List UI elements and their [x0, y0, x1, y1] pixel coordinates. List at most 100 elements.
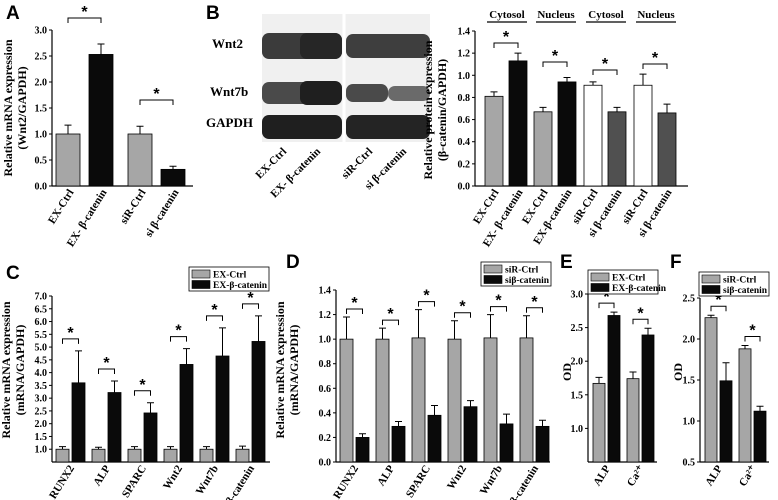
panel-label-a: A — [6, 3, 20, 24]
panel-b-significance-star: * — [552, 48, 559, 65]
panel-b-significance-star: * — [503, 29, 510, 46]
panel-c-bar — [215, 355, 230, 463]
panel-e-bar — [626, 378, 640, 463]
panel-c-error-bar — [59, 446, 66, 450]
panel-d-y-tick-label: 0.0 — [319, 458, 332, 469]
blot-band-gapdh-lane3-4 — [346, 115, 430, 139]
panel-d-significance-bracket — [454, 312, 471, 318]
panel-a-significance-star: * — [81, 4, 88, 21]
panel-c-error-bar — [147, 402, 154, 413]
panel-a-y-tick-label: 0.5 — [35, 156, 48, 167]
panel-c-y-tick-label: 6.5 — [35, 304, 48, 315]
panel-c-y-tick-label: 5.5 — [35, 330, 48, 341]
panel-d-significance-star: * — [351, 295, 358, 312]
panel-f-y-tick-label: 0.5 — [683, 458, 696, 469]
panel-c-category-label: RUNX2 — [47, 463, 77, 500]
panel-b-significance-star: * — [652, 50, 659, 67]
panel-c-legend-swatch — [191, 269, 211, 279]
panel-b-error-bar — [514, 52, 522, 61]
panel-a-category-label: EX-Ctrl — [46, 187, 77, 226]
panel-b-bar — [533, 111, 553, 187]
panel-c-bar — [235, 448, 250, 463]
blot-row-label-wnt2: Wnt2 — [212, 36, 243, 51]
panel-d-error-bar — [523, 315, 530, 338]
blot-band-wnt2-lane3-4 — [346, 34, 430, 58]
panel-f-significance-bracket — [744, 336, 761, 342]
panel-c-chart: C Relative mRNA expression (mRNA/GAPDH) … — [0, 263, 270, 500]
panel-c-significance-bracket — [62, 338, 79, 344]
panel-b-significance-bracket — [642, 63, 668, 69]
panel-b-error-bar — [589, 81, 597, 86]
panel-d-bar — [447, 338, 462, 463]
panel-d-ylabel-line-2: (mRNA/GAPDH) — [287, 325, 301, 416]
panel-c-y-tick-label: 2.0 — [35, 419, 48, 430]
panel-c-y-tick-label: 4.0 — [35, 368, 48, 379]
panel-b-significance-star: * — [602, 56, 609, 73]
panel-b-error-bar — [539, 106, 547, 112]
panel-c-ylabel-line-1: Relative mRNA expression — [0, 301, 13, 438]
panel-a-category-label: si β-catenin — [143, 187, 182, 239]
panel-d-chart: D Relative mRNA expression (mRNA/GAPDH) … — [273, 252, 552, 500]
panel-d-bar — [499, 423, 514, 463]
panel-d-error-bar — [379, 327, 386, 340]
panel-d-error-bar — [359, 433, 366, 438]
panel-d-significance-star: * — [495, 293, 502, 310]
panel-b-chart: Relative protein expression (β-catenin/G… — [421, 9, 688, 249]
panel-d-category-label: ALP — [375, 463, 397, 488]
panel-c-error-bar — [239, 445, 246, 450]
panel-d-legend-label: siβ-catenin — [505, 276, 550, 286]
panel-b-bar — [508, 60, 528, 187]
panel-a-y-tick-label: 2.0 — [35, 78, 48, 89]
blot-row-label-gapdh: GAPDH — [206, 115, 253, 130]
blot-row-label-wnt7b: Wnt7b — [210, 84, 248, 99]
panel-d-y-tick-label: 1.0 — [319, 335, 332, 346]
panel-d-bar — [355, 437, 370, 463]
panel-c-bar — [91, 448, 106, 463]
panel-f-chart: F OD 0.5 1.0 1.5 2.0 2.5 * ALP * Ca²⁺ siR-Ctrlsiβ… — [670, 252, 770, 489]
panel-e-significance-star: * — [637, 305, 644, 322]
panel-c-significance-star: * — [139, 377, 146, 394]
panel-d-error-bar — [539, 419, 546, 427]
panel-c-significance-bracket — [170, 336, 187, 342]
panel-b-y-tick-label: 1.2 — [458, 49, 471, 60]
panel-f-bar — [719, 380, 733, 463]
panel-f-y-tick-label: 1.5 — [683, 376, 696, 387]
panel-c-significance-bracket — [242, 303, 259, 309]
panel-c-y-tick-label: 5.0 — [35, 343, 48, 354]
panel-c-y-tick-label: 7.0 — [35, 292, 48, 303]
panel-a-bar — [127, 133, 153, 187]
panel-b-y-tick-label: 0.8 — [458, 93, 471, 104]
panel-e-y-tick-label: 1.5 — [571, 390, 584, 401]
panel-d-significance-bracket — [346, 308, 363, 315]
panel-a-bar — [160, 168, 186, 187]
panel-f-error-bar — [741, 345, 749, 349]
panel-b-bar — [633, 84, 653, 187]
panel-c-legend-swatch — [191, 280, 211, 289]
panel-f-category-label: ALP — [703, 463, 725, 488]
panel-d-significance-bracket — [382, 319, 399, 326]
panel-d-ylabel-line-1: Relative mRNA expression — [273, 301, 287, 438]
panel-d-category-label: Wnt2 — [445, 463, 469, 492]
panel-b-bar — [583, 84, 603, 187]
panel-d-y-tick-label: 1.2 — [319, 310, 332, 321]
panel-f-bar — [753, 410, 767, 463]
panel-d-y-tick-label: 0.2 — [319, 433, 332, 444]
panel-c-bar — [251, 341, 266, 463]
panel-f-bar — [704, 317, 718, 463]
panel-d-y-tick-label: 0.4 — [319, 408, 332, 419]
panel-d-y-tick-label: 0.6 — [319, 384, 332, 395]
panel-b-significance-bracket — [493, 42, 519, 48]
panel-c-y-tick-label: 1.5 — [35, 432, 48, 443]
panel-c-error-bar — [255, 315, 262, 342]
panel-c-bar — [107, 392, 122, 463]
panel-b-bar — [657, 112, 677, 187]
panel-f-error-bar — [756, 405, 764, 412]
panel-d-error-bar — [467, 400, 474, 407]
blot-band-wnt7b-lane2 — [300, 81, 342, 105]
panel-b-significance-bracket — [542, 61, 568, 67]
panel-b-error-bar — [613, 106, 621, 112]
panel-b-bar — [484, 95, 504, 187]
panel-d-significance-bracket — [490, 306, 507, 312]
panel-d-category-label: RUNX2 — [331, 463, 361, 500]
